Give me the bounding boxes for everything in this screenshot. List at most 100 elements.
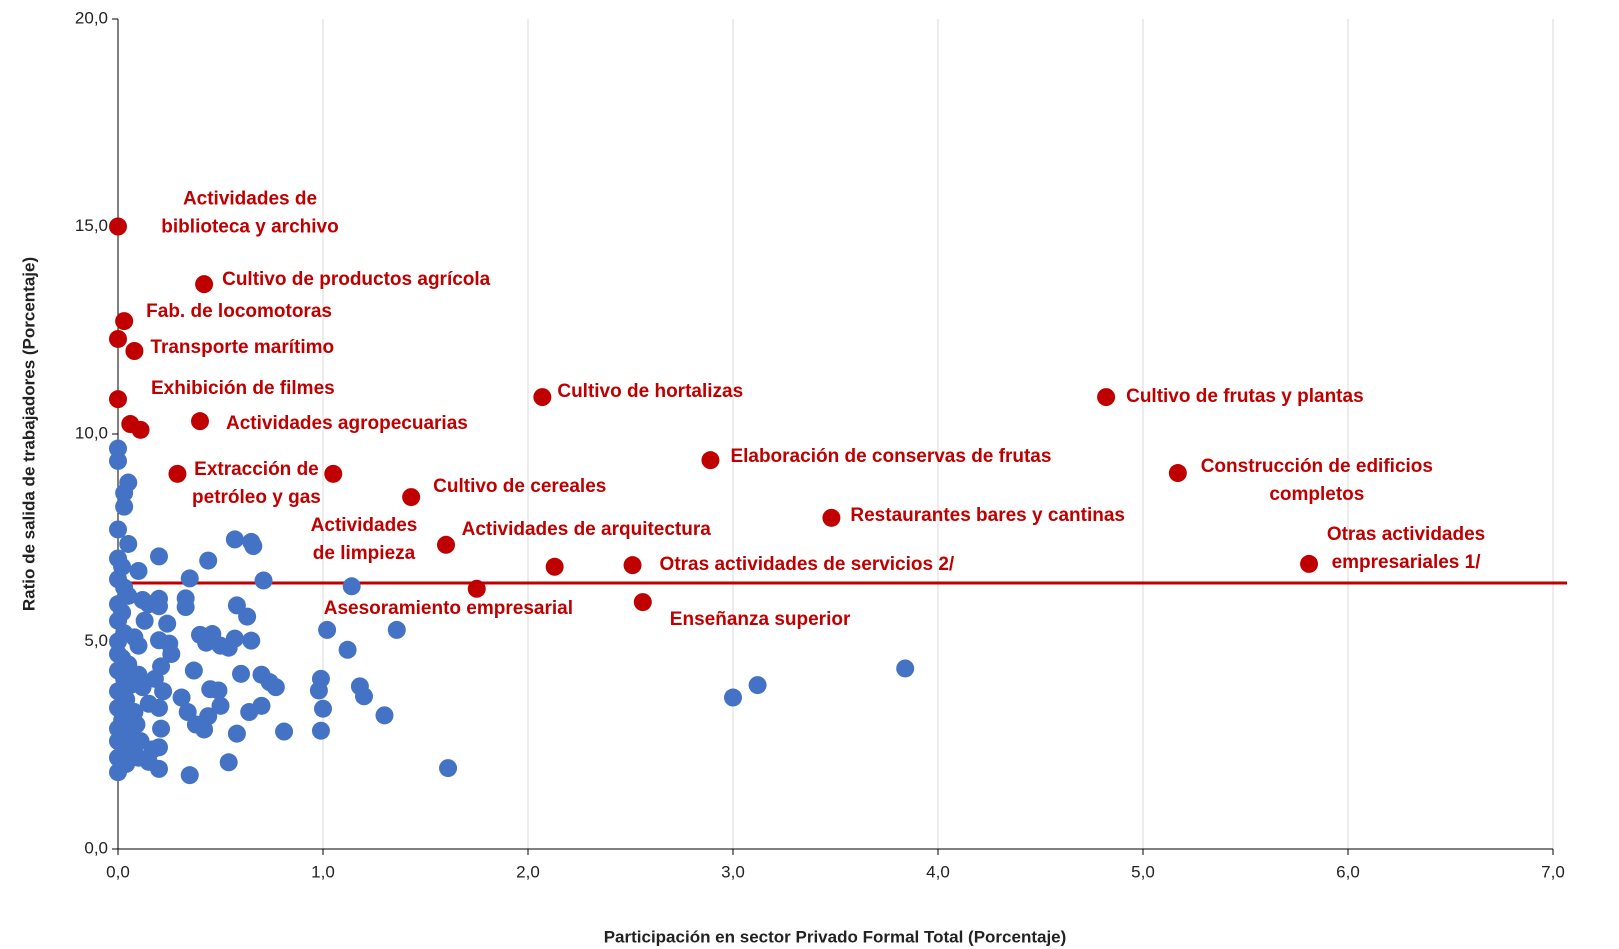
- point: [242, 631, 261, 650]
- point: [254, 571, 273, 590]
- point-label: Actividades de: [183, 189, 317, 210]
- point: [314, 699, 332, 718]
- point: [109, 390, 127, 409]
- x-axis-title: Participación en sector Privado Formal T…: [604, 927, 1067, 946]
- point-label: Cultivo de hortalizas: [557, 381, 743, 402]
- point: [180, 569, 199, 588]
- point: [172, 688, 191, 707]
- point: [324, 464, 343, 483]
- point: [191, 412, 209, 431]
- point: [152, 719, 171, 738]
- point-label: petróleo y gas: [192, 487, 321, 508]
- point: [178, 703, 197, 722]
- point: [127, 715, 146, 734]
- point-label: Otras actividades de servicios 2/: [660, 554, 955, 575]
- point: [139, 595, 158, 614]
- x-tick-label: 6,0: [1336, 862, 1360, 881]
- point-label: Cultivo de cereales: [433, 476, 606, 497]
- point: [439, 759, 458, 778]
- point: [724, 688, 742, 707]
- point: [375, 706, 394, 725]
- point: [633, 593, 652, 612]
- point: [896, 659, 915, 678]
- point: [133, 678, 152, 697]
- point-label: Actividades agropecuarias: [226, 413, 468, 434]
- point: [338, 640, 357, 659]
- y-axis-title: Ratio de salida de trabajadores (Porcent…: [19, 257, 38, 611]
- point: [150, 631, 168, 650]
- point: [109, 520, 127, 539]
- point-label: Cultivo de frutas y plantas: [1126, 386, 1364, 407]
- point: [701, 451, 720, 470]
- point: [225, 530, 244, 549]
- y-tick-label: 20,0: [75, 8, 108, 27]
- point: [311, 721, 330, 740]
- point: [109, 451, 127, 470]
- point: [158, 614, 177, 633]
- x-tick-label: 4,0: [926, 862, 950, 881]
- point: [387, 620, 406, 639]
- y-tick-label: 10,0: [75, 423, 108, 442]
- point: [150, 547, 168, 566]
- point: [275, 722, 294, 741]
- point-label: Fab. de locomotoras: [146, 301, 332, 322]
- point: [129, 561, 148, 580]
- point-label: Enseñanza superior: [670, 609, 851, 630]
- point: [115, 483, 134, 502]
- point-label: biblioteca y archivo: [161, 217, 338, 238]
- point: [199, 551, 218, 570]
- point: [119, 534, 138, 553]
- point-label: Otras actividades: [1327, 524, 1485, 545]
- point: [109, 217, 127, 236]
- point: [232, 664, 250, 683]
- point: [139, 694, 158, 713]
- y-tick-label: 0,0: [84, 838, 108, 857]
- point: [252, 665, 271, 684]
- point: [109, 763, 127, 782]
- point: [227, 724, 246, 743]
- point: [211, 696, 230, 715]
- point: [623, 556, 642, 575]
- point: [1300, 554, 1319, 573]
- point-label: Elaboración de conservas de frutas: [730, 446, 1051, 467]
- point: [115, 312, 134, 331]
- point-label: Exhibición de filmes: [151, 378, 335, 399]
- point: [131, 420, 150, 439]
- point: [154, 682, 173, 701]
- point: [1168, 464, 1187, 483]
- point: [115, 497, 134, 516]
- point: [219, 753, 238, 772]
- point-label: Cultivo de productos agrícola: [222, 269, 491, 290]
- point: [402, 488, 421, 507]
- point: [318, 620, 337, 639]
- point: [342, 577, 361, 596]
- x-tick-label: 1,0: [311, 862, 335, 881]
- point: [437, 535, 455, 554]
- x-tick-label: 3,0: [721, 862, 745, 881]
- point: [211, 636, 230, 655]
- point: [238, 607, 257, 626]
- point: [822, 508, 841, 527]
- point-label: Transporte marítimo: [150, 337, 334, 358]
- point: [180, 766, 199, 785]
- point: [135, 611, 154, 630]
- point: [184, 661, 203, 680]
- point: [109, 329, 127, 348]
- point: [195, 720, 214, 739]
- point-label: Restaurantes bares y cantinas: [850, 505, 1125, 526]
- point: [129, 636, 148, 655]
- point-label: Actividades: [311, 515, 418, 536]
- point: [109, 439, 127, 458]
- point: [748, 676, 767, 695]
- point: [209, 681, 228, 700]
- point-label: Extracción de: [194, 459, 319, 480]
- point: [240, 703, 259, 722]
- point: [533, 388, 552, 407]
- point: [1097, 388, 1116, 407]
- point: [195, 275, 214, 294]
- x-tick-label: 5,0: [1131, 862, 1155, 881]
- point: [355, 687, 373, 706]
- point: [242, 532, 261, 551]
